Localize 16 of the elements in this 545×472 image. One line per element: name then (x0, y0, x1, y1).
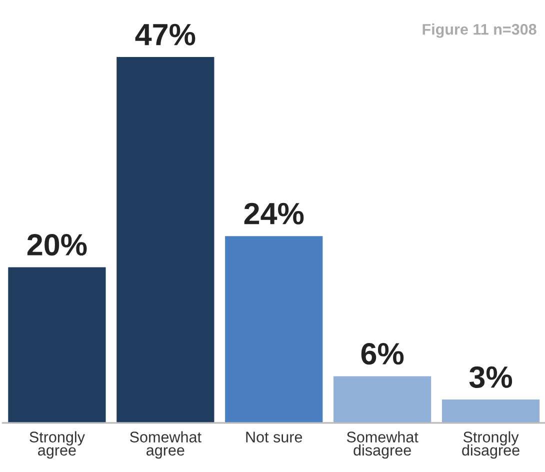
bar (116, 57, 214, 423)
bar (334, 376, 432, 423)
data-label: 3% (469, 366, 512, 388)
data-label: 6% (361, 342, 404, 365)
data-label: 47% (135, 24, 196, 46)
bar (8, 267, 106, 423)
caption: Figure 11 n=308 (422, 24, 536, 38)
bar (225, 236, 323, 423)
x-tick-label: Somewhat disagree (346, 431, 418, 459)
data-label: 24% (244, 202, 304, 224)
data-label: 20% (27, 234, 87, 256)
bar (442, 400, 540, 423)
x-tick-label: Strongly agree (30, 431, 85, 459)
x-tick-label: Somewhat agree (130, 431, 202, 459)
x-tick-label: Strongly disagree (462, 431, 520, 459)
x-tick-label: Not sure (246, 432, 302, 442)
